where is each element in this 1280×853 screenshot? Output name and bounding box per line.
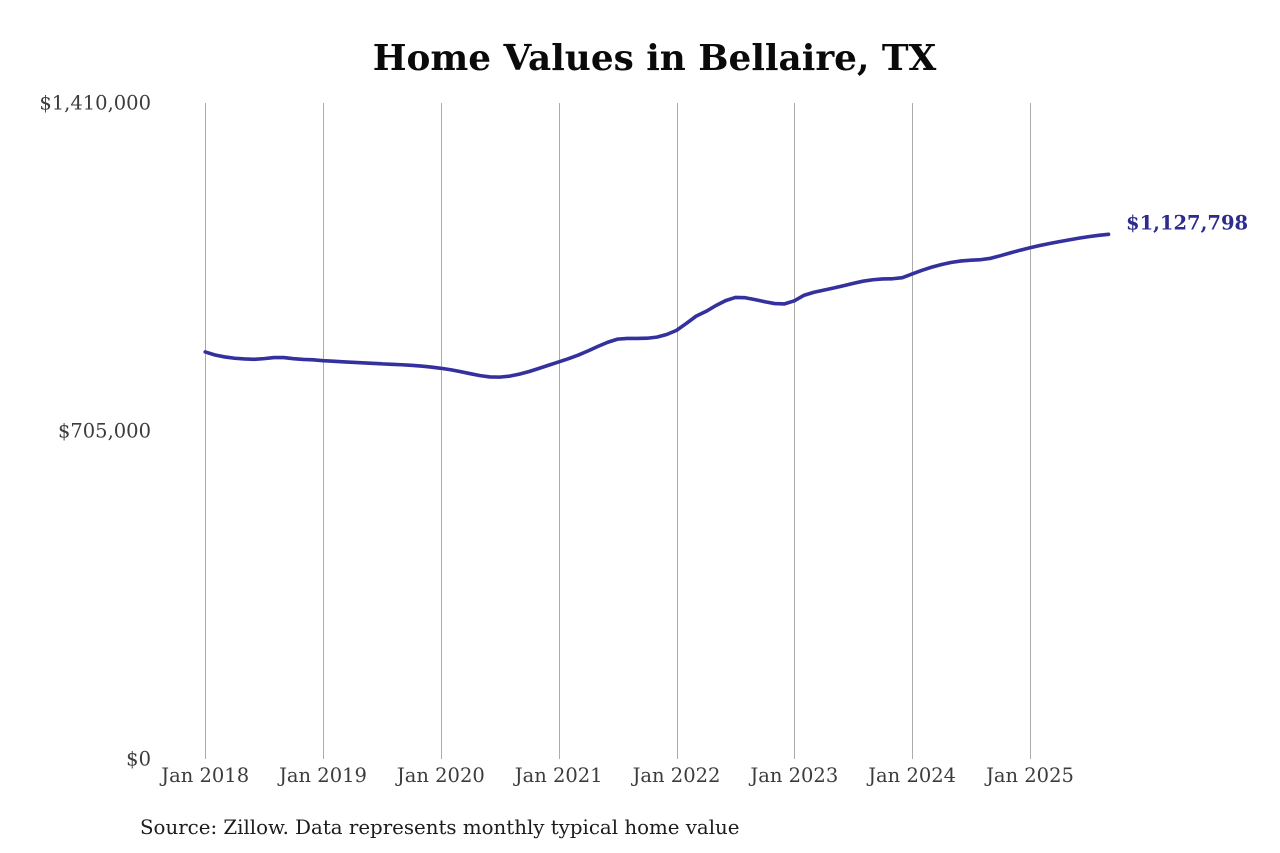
x-tick-label: Jan 2020	[396, 764, 485, 787]
series-end-value-label: $1,127,798	[1126, 210, 1249, 234]
chart-title: Home Values in Bellaire, TX	[372, 37, 937, 79]
home-value-line	[203, 232, 1111, 379]
x-tick-label: Jan 2021	[514, 764, 603, 787]
x-tick-label: Jan 2023	[750, 764, 839, 787]
x-tick-label: Jan 2018	[161, 764, 250, 787]
y-tick-label: $705,000	[57, 419, 151, 443]
x-tick-label: Jan 2024	[868, 764, 957, 787]
x-tick-label: Jan 2025	[986, 764, 1074, 787]
y-tick-label: $1,410,000	[39, 91, 151, 115]
gridlines	[205, 103, 1031, 759]
x-tick-label: Jan 2022	[632, 764, 721, 787]
source-note: Source: Zillow. Data represents monthly …	[140, 816, 740, 839]
x-tick-label: Jan 2019	[279, 764, 367, 787]
y-tick-label: $0	[126, 747, 151, 771]
